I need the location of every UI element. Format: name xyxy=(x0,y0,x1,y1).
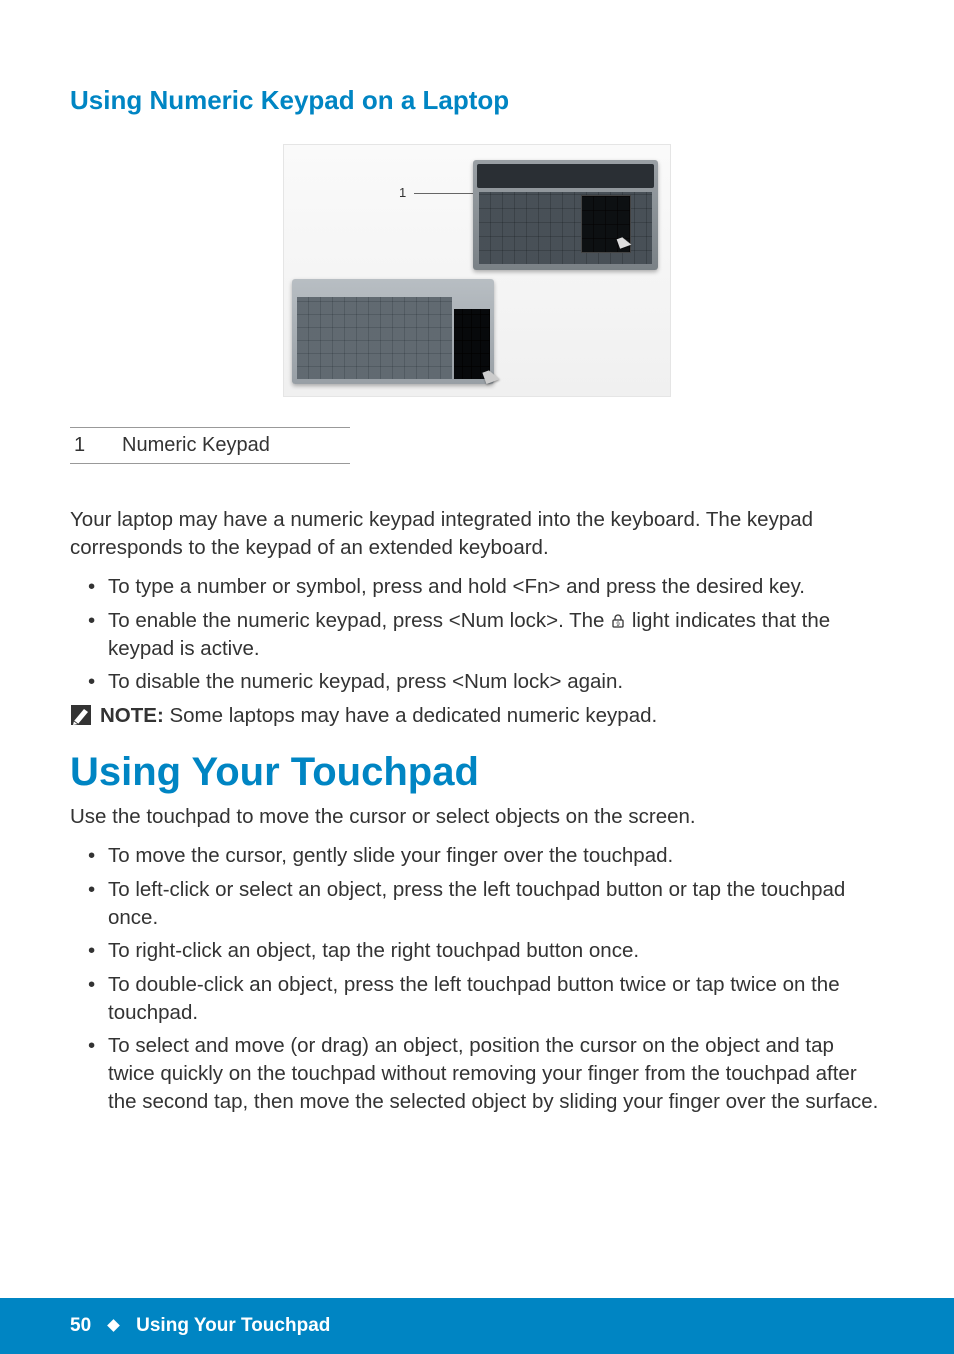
note-body: Some laptops may have a dedicated numeri… xyxy=(164,704,657,727)
list-item: To left-click or select an object, press… xyxy=(106,876,884,931)
legend-label: Numeric Keypad xyxy=(120,428,350,464)
page-number: 50 xyxy=(70,1315,91,1337)
legend-number: 1 xyxy=(70,428,120,464)
list-item: To move the cursor, gently slide your fi… xyxy=(106,842,884,870)
touchpad-bullets: To move the cursor, gently slide your fi… xyxy=(70,842,884,1115)
footer-diamond-icon xyxy=(107,1319,120,1332)
intro-paragraph: Your laptop may have a numeric keypad in… xyxy=(70,506,884,561)
page-footer: 50 Using Your Touchpad xyxy=(0,1298,954,1354)
figure-laptop-keyboard xyxy=(473,160,658,270)
figure-callout-1: 1 xyxy=(399,185,406,200)
table-row: 1 Numeric Keypad xyxy=(70,428,350,464)
note-icon xyxy=(70,704,92,726)
touchpad-intro: Use the touchpad to move the cursor or s… xyxy=(70,803,884,831)
numlock-icon: 9 xyxy=(610,613,626,629)
list-item: To type a number or symbol, press and ho… xyxy=(106,573,884,601)
list-item: To enable the numeric keypad, press <Num… xyxy=(106,607,884,662)
figure-desktop-numpad-highlight xyxy=(454,309,490,379)
figure-callout-line xyxy=(414,193,479,194)
footer-section-name: Using Your Touchpad xyxy=(136,1315,330,1337)
list-item: To disable the numeric keypad, press <Nu… xyxy=(106,668,884,696)
list-item: To double-click an object, press the lef… xyxy=(106,971,884,1026)
note-text: NOTE: Some laptops may have a dedicated … xyxy=(100,702,657,730)
list-item: To select and move (or drag) an object, … xyxy=(106,1032,884,1115)
note-label: NOTE: xyxy=(100,704,164,727)
section-heading-touchpad: Using Your Touchpad xyxy=(70,750,884,795)
figure-numeric-keypad: 1 xyxy=(283,144,671,397)
section-heading-numeric-keypad: Using Numeric Keypad on a Laptop xyxy=(70,85,884,116)
list-item: To right-click an object, tap the right … xyxy=(106,937,884,965)
list-item-text-pre: To enable the numeric keypad, press <Num… xyxy=(108,609,610,632)
figure-desktop-keyboard xyxy=(292,279,494,384)
figure-legend-table: 1 Numeric Keypad xyxy=(70,427,350,464)
numeric-keypad-bullets: To type a number or symbol, press and ho… xyxy=(70,573,884,696)
note-block: NOTE: Some laptops may have a dedicated … xyxy=(70,702,884,730)
